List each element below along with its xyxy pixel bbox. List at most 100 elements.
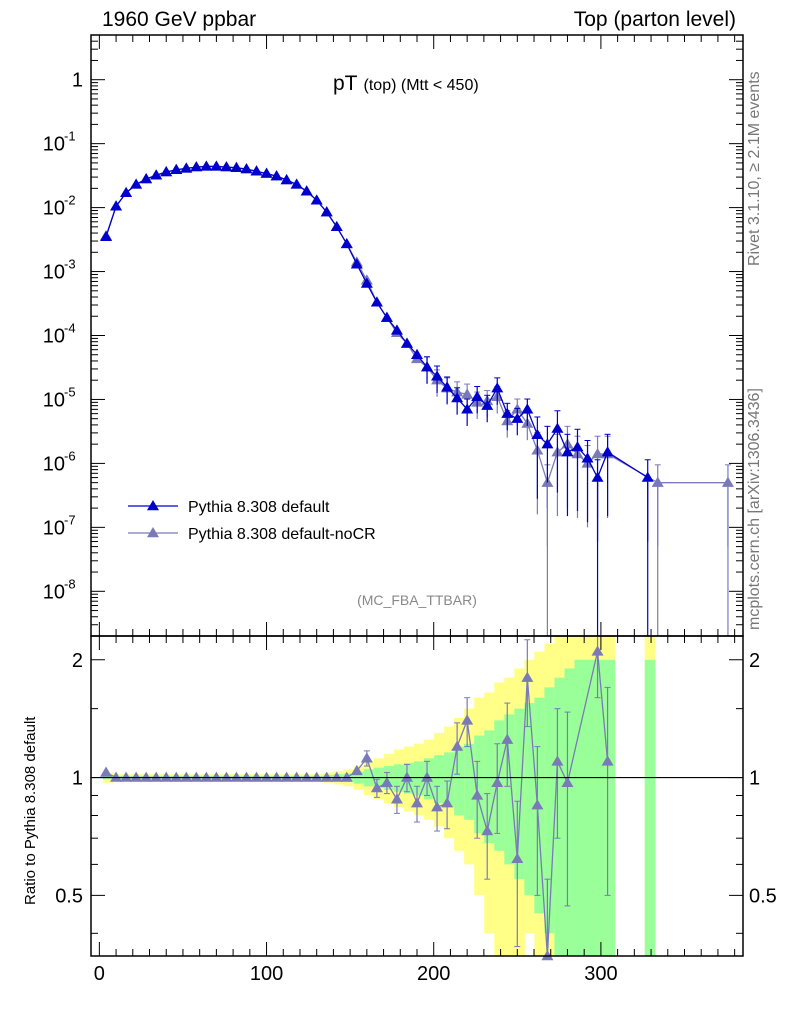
ratio-y-tick-label: 2 bbox=[72, 650, 83, 672]
band-inner bbox=[434, 755, 445, 804]
data-point bbox=[280, 174, 293, 185]
mcplots-citation-label: mcplots.cern.ch [arXiv:1306.3436] bbox=[746, 388, 763, 630]
data-point bbox=[190, 161, 203, 172]
data-point bbox=[300, 185, 313, 196]
ratio-point bbox=[330, 771, 343, 782]
band-inner bbox=[524, 703, 535, 896]
analysis-tag: (MC_FBA_TTBAR) bbox=[357, 592, 477, 608]
ratio-point bbox=[120, 771, 133, 782]
ratio-uncertainty-bands bbox=[103, 636, 656, 956]
data-point bbox=[130, 178, 143, 189]
y-tick-label: 10 bbox=[43, 453, 65, 475]
ratio-point bbox=[340, 771, 353, 782]
data-point bbox=[180, 162, 193, 173]
y-tick-label: 10 bbox=[43, 198, 65, 220]
band-inner bbox=[464, 743, 475, 820]
ratio-y-tick-label: 1 bbox=[72, 768, 83, 790]
ratio-point bbox=[591, 645, 604, 656]
y-tick-exponent: -7 bbox=[64, 512, 76, 527]
data-point bbox=[260, 167, 273, 178]
ratio-point bbox=[320, 771, 333, 782]
ratio-point bbox=[210, 771, 223, 782]
band-inner bbox=[444, 752, 455, 808]
band-inner bbox=[474, 735, 485, 834]
x-tick-label: 200 bbox=[417, 963, 450, 985]
y-tick-exponent: -8 bbox=[64, 576, 76, 591]
y-tick-exponent: -2 bbox=[64, 193, 76, 208]
band-inner bbox=[454, 746, 465, 816]
x-tick-label: 100 bbox=[250, 963, 283, 985]
ratio-point bbox=[270, 771, 283, 782]
band-inner bbox=[574, 659, 586, 956]
data-point bbox=[230, 161, 243, 172]
data-point bbox=[431, 370, 444, 381]
legend-marker bbox=[147, 527, 159, 538]
series-line-2 bbox=[105, 165, 728, 485]
header-right: Top (parton level) bbox=[573, 8, 736, 31]
y-tick-exponent: -6 bbox=[64, 448, 76, 463]
ratio-point bbox=[461, 714, 474, 725]
ratio-y-axis-label: Ratio to Pythia 8.308 default bbox=[22, 716, 39, 905]
legend: Pythia 8.308 default Pythia 8.308 default… bbox=[128, 499, 376, 543]
ratio-point bbox=[150, 771, 163, 782]
data-point bbox=[200, 160, 213, 171]
main-plot-series bbox=[100, 160, 734, 636]
ratio-y-tick-label: 0.5 bbox=[55, 885, 83, 907]
data-point bbox=[220, 161, 233, 172]
data-point bbox=[310, 194, 323, 205]
band-inner bbox=[564, 668, 575, 956]
rivet-version-label: Rivet 3.1.10, ≥ 2.1M events bbox=[746, 71, 763, 266]
band-inner bbox=[504, 714, 515, 865]
plot-title: pT bbox=[333, 72, 358, 95]
data-point bbox=[240, 163, 253, 174]
x-tick-label: 300 bbox=[584, 963, 617, 985]
data-point bbox=[651, 476, 664, 487]
data-point bbox=[641, 471, 654, 482]
ratio-point bbox=[240, 771, 253, 782]
legend-label: Pythia 8.308 default bbox=[188, 499, 330, 516]
ratio-point bbox=[220, 771, 233, 782]
data-point bbox=[591, 448, 604, 459]
series-line-1 bbox=[105, 165, 649, 480]
band-inner bbox=[604, 659, 616, 956]
y-tick-exponent: -5 bbox=[64, 384, 76, 399]
y-tick-exponent: -4 bbox=[64, 321, 76, 336]
band-inner bbox=[414, 761, 425, 796]
ratio-point bbox=[200, 771, 213, 782]
legend-label: Pythia 8.308 default-noCR bbox=[188, 526, 376, 543]
ratio-point bbox=[130, 771, 143, 782]
band-inner bbox=[584, 659, 596, 956]
plot-subtitle: (top) (Mtt < 450) bbox=[364, 77, 479, 94]
ratio-point bbox=[300, 771, 313, 782]
ratio-point bbox=[501, 733, 514, 744]
ratio-y-tick-label: 0.5 bbox=[749, 885, 777, 907]
data-point bbox=[210, 160, 223, 171]
data-point bbox=[511, 412, 524, 423]
y-tick-label: 10 bbox=[43, 134, 65, 156]
y-tick-label: 10 bbox=[43, 581, 65, 603]
ratio-point bbox=[110, 771, 123, 782]
data-point bbox=[170, 163, 183, 175]
band-inner bbox=[554, 677, 565, 956]
band-inner bbox=[644, 659, 656, 956]
ratio-point bbox=[310, 771, 323, 782]
ratio-point bbox=[230, 771, 243, 782]
band-inner bbox=[544, 687, 555, 934]
ratio-point bbox=[250, 771, 263, 782]
ratio-point bbox=[140, 771, 153, 782]
ratio-plot-series bbox=[100, 635, 614, 961]
ratio-point bbox=[260, 771, 273, 782]
ratio-point bbox=[170, 771, 183, 782]
ratio-point bbox=[160, 771, 173, 782]
band-inner bbox=[484, 730, 495, 844]
ratio-point bbox=[280, 771, 293, 782]
x-tick-label: 0 bbox=[94, 963, 105, 985]
ratio-point bbox=[180, 771, 193, 782]
y-tick-label: 1 bbox=[72, 70, 83, 92]
data-point bbox=[721, 476, 734, 487]
ratio-point bbox=[190, 771, 203, 782]
main-plot-frame bbox=[90, 34, 744, 637]
y-tick-label: 10 bbox=[43, 262, 65, 284]
legend-marker bbox=[147, 500, 159, 511]
